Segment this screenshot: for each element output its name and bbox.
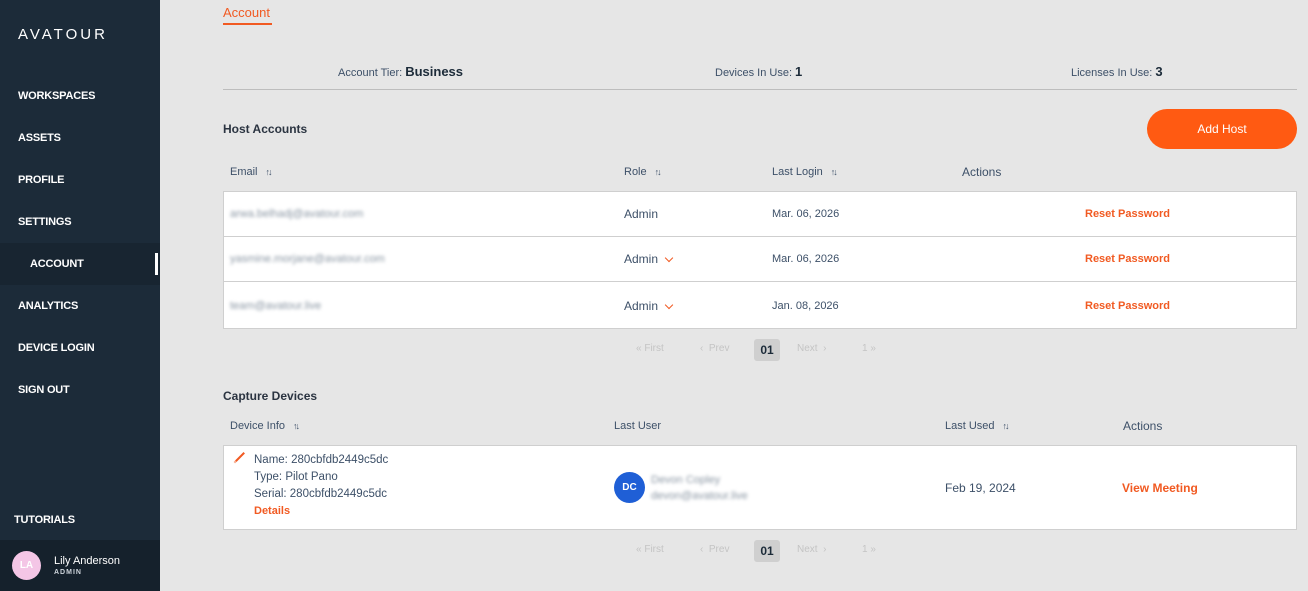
- col-device-actions: Actions: [1123, 419, 1163, 433]
- host-pagination: « First ‹ Prev 01 Next › 1 »: [636, 339, 896, 361]
- pager-last[interactable]: 1 »: [862, 343, 876, 354]
- device-name: Name: 280cbfdb2449c5dc: [254, 454, 389, 466]
- host-role-select[interactable]: Admin: [624, 299, 674, 313]
- host-email: arwa.belhadj@avatour.com: [230, 208, 364, 220]
- col-last-used[interactable]: Last Used ↑↓: [945, 420, 1010, 432]
- table-row: team@avatour.live Admin Jan. 08, 2026 Re…: [224, 283, 1296, 328]
- stat-licenses-in-use: Licenses In Use: 3: [1071, 64, 1163, 79]
- pager-prev[interactable]: ‹ Prev: [700, 343, 730, 354]
- host-email: yasmine.morjane@avatour.com: [230, 253, 385, 265]
- add-host-button[interactable]: Add Host: [1147, 109, 1297, 149]
- sort-icon[interactable]: ↑↓: [265, 167, 273, 177]
- view-meeting-link[interactable]: View Meeting: [1122, 480, 1198, 495]
- device-type: Type: Pilot Pano: [254, 471, 338, 483]
- avatour-logo[interactable]: AVATOUR: [18, 26, 108, 43]
- sort-icon[interactable]: ↑↓: [654, 167, 662, 177]
- nav-sign-out[interactable]: SIGN OUT: [18, 384, 70, 396]
- device-last-used: Feb 19, 2024: [945, 480, 1016, 495]
- col-last-login[interactable]: Last Login ↑↓: [772, 166, 838, 178]
- reset-password-link[interactable]: Reset Password: [1085, 208, 1170, 220]
- table-row: arwa.belhadj@avatour.com Admin Mar. 06, …: [224, 192, 1296, 237]
- pager-next[interactable]: Next ›: [797, 544, 827, 555]
- device-pagination: « First ‹ Prev 01 Next › 1 »: [636, 540, 896, 562]
- host-last-login: Mar. 06, 2026: [772, 253, 840, 265]
- col-actions: Actions: [962, 165, 1002, 179]
- sort-icon[interactable]: ↑↓: [293, 421, 300, 431]
- pager-prev[interactable]: ‹ Prev: [700, 544, 730, 555]
- last-user-info: Devon Copley devon@avatour.live: [651, 474, 748, 502]
- nav-settings[interactable]: SETTINGS: [18, 216, 72, 228]
- capture-devices-title: Capture Devices: [223, 389, 318, 403]
- sidebar: AVATOUR WORKSPACES ASSETS PROFILE SETTIN…: [0, 0, 160, 591]
- capture-devices-table: Name: 280cbfdb2449c5dc Type: Pilot Pano …: [223, 445, 1297, 530]
- host-last-login: Mar. 06, 2026: [772, 208, 840, 220]
- chevron-down-icon[interactable]: [664, 300, 674, 309]
- sort-icon[interactable]: ↑↓: [1002, 421, 1010, 431]
- pager-first[interactable]: « First: [636, 343, 664, 354]
- user-role: ADMIN: [54, 569, 82, 576]
- pager-current-page[interactable]: 01: [754, 540, 780, 562]
- nav-account[interactable]: ACCOUNT: [0, 243, 160, 285]
- tab-account[interactable]: Account: [223, 5, 270, 20]
- nav-workspaces[interactable]: WORKSPACES: [18, 90, 96, 102]
- pager-first[interactable]: « First: [636, 544, 664, 555]
- stat-account-tier: Account Tier: Business: [338, 64, 464, 79]
- nav-assets[interactable]: ASSETS: [18, 132, 61, 144]
- device-info: Name: 280cbfdb2449c5dc Type: Pilot Pano …: [254, 452, 388, 520]
- nav-tutorials[interactable]: TUTORIALS: [14, 514, 75, 526]
- col-device-info[interactable]: Device Info ↑↓: [230, 420, 300, 432]
- host-accounts-title: Host Accounts: [223, 122, 308, 136]
- col-last-user: Last User: [614, 420, 662, 432]
- user-profile[interactable]: LA Lily Anderson ADMIN: [0, 540, 160, 591]
- nav-profile[interactable]: PROFILE: [18, 174, 65, 186]
- host-email: team@avatour.live: [230, 299, 322, 312]
- host-role-select[interactable]: Admin: [624, 252, 674, 266]
- device-details-link[interactable]: Details: [254, 505, 291, 517]
- reset-password-link[interactable]: Reset Password: [1085, 253, 1170, 265]
- col-role[interactable]: Role ↑↓: [624, 166, 662, 178]
- reset-password-link[interactable]: Reset Password: [1085, 299, 1170, 312]
- pencil-icon[interactable]: [235, 452, 245, 462]
- device-serial: Serial: 280cbfdb2449c5dc: [254, 488, 387, 500]
- nav-device-login[interactable]: DEVICE LOGIN: [18, 342, 95, 354]
- pager-next[interactable]: Next ›: [797, 343, 827, 354]
- user-avatar: LA: [12, 551, 41, 580]
- host-last-login: Jan. 08, 2026: [772, 299, 839, 312]
- stat-devices-in-use: Devices In Use: 1: [715, 64, 803, 79]
- host-accounts-table: arwa.belhadj@avatour.com Admin Mar. 06, …: [223, 191, 1297, 329]
- host-role: Admin: [624, 207, 659, 221]
- pager-current-page[interactable]: 01: [754, 339, 780, 361]
- sort-icon[interactable]: ↑↓: [830, 167, 838, 177]
- last-user-avatar: DC: [614, 472, 645, 503]
- col-email[interactable]: Email ↑↓: [230, 166, 273, 178]
- account-stats: Account Tier: Business Devices In Use: 1 L…: [223, 60, 1297, 90]
- pager-last[interactable]: 1 »: [862, 544, 876, 555]
- table-row: yasmine.morjane@avatour.com Admin Mar. 0…: [224, 237, 1296, 282]
- chevron-down-icon[interactable]: [664, 253, 674, 263]
- user-name: Lily Anderson: [54, 555, 121, 567]
- tab-underline: [223, 23, 272, 25]
- nav-analytics[interactable]: ANALYTICS: [18, 300, 79, 312]
